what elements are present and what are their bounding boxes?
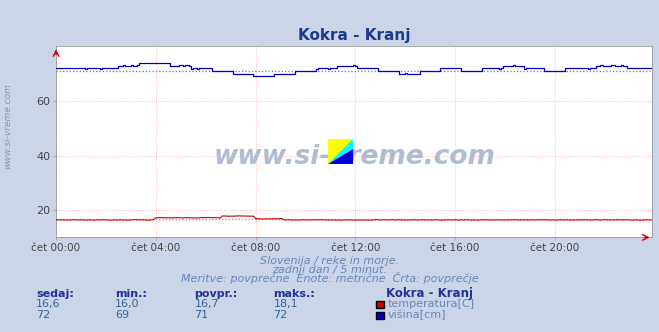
Text: zadnji dan / 5 minut.: zadnji dan / 5 minut. [272,265,387,275]
Polygon shape [328,148,353,164]
Text: 72: 72 [36,310,51,320]
Text: maks.:: maks.: [273,289,315,299]
Polygon shape [328,138,353,164]
Text: 69: 69 [115,310,129,320]
Text: www.si-vreme.com: www.si-vreme.com [214,144,495,170]
Polygon shape [328,138,353,164]
Text: www.si-vreme.com: www.si-vreme.com [3,83,13,169]
Text: 71: 71 [194,310,208,320]
Text: 16,6: 16,6 [36,299,61,309]
Text: Slovenija / reke in morje.: Slovenija / reke in morje. [260,256,399,266]
Text: sedaj:: sedaj: [36,289,74,299]
Text: 18,1: 18,1 [273,299,298,309]
Title: Kokra - Kranj: Kokra - Kranj [298,28,411,42]
Text: višina[cm]: višina[cm] [387,310,446,320]
Text: 16,7: 16,7 [194,299,219,309]
Text: min.:: min.: [115,289,147,299]
Text: povpr.:: povpr.: [194,289,238,299]
Text: 16,0: 16,0 [115,299,140,309]
Text: Kokra - Kranj: Kokra - Kranj [386,287,473,300]
Text: temperatura[C]: temperatura[C] [387,299,474,309]
Text: 72: 72 [273,310,288,320]
Text: Meritve: povprečne  Enote: metrične  Črta: povprečje: Meritve: povprečne Enote: metrične Črta:… [181,272,478,284]
